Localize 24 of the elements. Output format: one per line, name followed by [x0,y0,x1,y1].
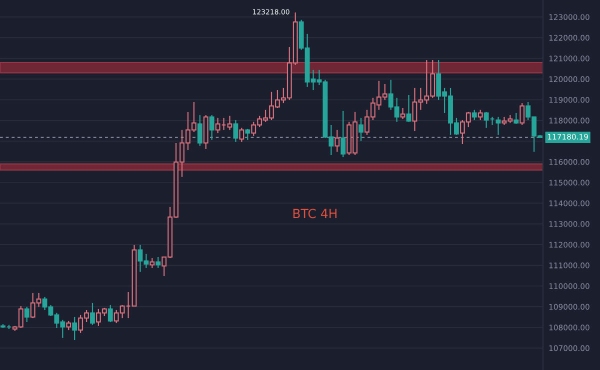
candlestick [233,119,238,143]
candlestick [66,320,72,331]
candlestick [197,114,202,146]
candlestick [478,109,483,121]
candlestick [400,107,406,120]
candlestick [150,257,155,269]
candlestick [209,114,214,140]
candlestick [472,109,477,121]
candlestick [406,94,412,122]
candlestick [227,115,232,131]
candlestick [358,117,364,142]
candlestick [90,302,95,326]
candlestick [156,256,161,269]
candlestick [514,112,519,125]
candlestick [239,127,244,143]
candlestick [340,110,346,158]
candlestick [108,304,113,323]
annotation: BTC 4H [293,208,336,218]
candlestick [496,116,501,136]
candlestick [334,129,340,152]
candlestick [520,102,525,126]
candlestick [24,306,30,323]
candlestick [72,316,78,341]
candlestick [245,128,250,140]
